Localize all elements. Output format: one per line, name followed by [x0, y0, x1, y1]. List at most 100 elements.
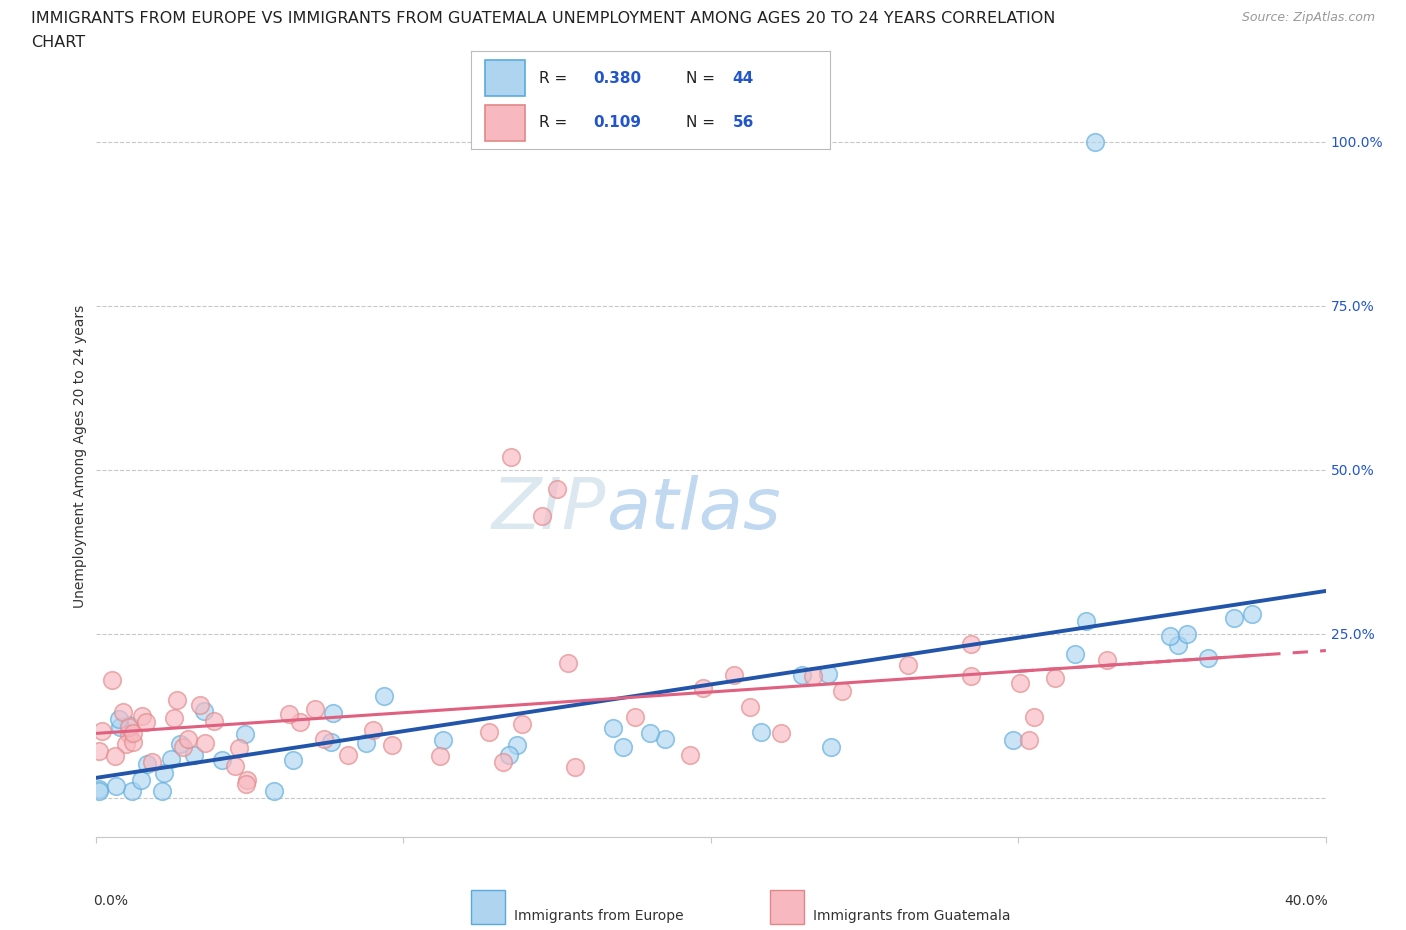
FancyBboxPatch shape [485, 60, 524, 96]
Point [118, 720, 141, 735]
Point [121, 784, 143, 799]
Text: CHART: CHART [31, 35, 84, 50]
Point [112, 705, 135, 720]
Point [263, 784, 285, 799]
Text: 0.109: 0.109 [593, 115, 641, 130]
Text: 0.380: 0.380 [593, 71, 641, 86]
Point [235, 777, 257, 791]
Point [602, 720, 624, 735]
Point [1074, 614, 1097, 629]
Point [104, 749, 127, 764]
Point [530, 508, 553, 523]
Point [1097, 653, 1119, 668]
Point [820, 739, 842, 754]
Point [624, 710, 647, 724]
Point [129, 772, 152, 787]
Text: R =: R = [538, 115, 572, 130]
Point [183, 748, 205, 763]
Point [122, 725, 145, 740]
Point [723, 668, 745, 683]
Point [960, 636, 983, 651]
Point [478, 724, 501, 739]
Point [1175, 627, 1198, 642]
Point [1064, 646, 1087, 661]
Point [91, 724, 114, 738]
Point [546, 482, 568, 497]
Point [1002, 733, 1025, 748]
Point [373, 688, 395, 703]
Point [322, 706, 344, 721]
Point [738, 699, 761, 714]
Point [169, 737, 191, 751]
Point [131, 709, 153, 724]
Point [506, 737, 529, 752]
Point [107, 711, 129, 726]
Bar [770, 890, 804, 924]
Text: 44: 44 [733, 71, 754, 86]
Point [769, 725, 792, 740]
Point [510, 716, 533, 731]
Point [1241, 606, 1264, 621]
Text: 0.0%: 0.0% [93, 894, 128, 908]
Point [163, 711, 186, 725]
Point [679, 748, 702, 763]
Point [104, 778, 127, 793]
Point [202, 714, 225, 729]
Text: 40.0%: 40.0% [1285, 894, 1329, 908]
Text: atlas: atlas [606, 475, 780, 544]
Text: Source: ZipAtlas.com: Source: ZipAtlas.com [1241, 11, 1375, 24]
Point [792, 668, 814, 683]
Point [319, 734, 342, 749]
Point [135, 714, 157, 729]
Point [749, 724, 772, 739]
Point [498, 748, 520, 763]
Point [122, 735, 145, 750]
Point [304, 701, 326, 716]
Text: 56: 56 [733, 115, 754, 130]
Point [278, 706, 301, 721]
Point [1010, 675, 1032, 690]
Point [432, 732, 454, 747]
Text: IMMIGRANTS FROM EUROPE VS IMMIGRANTS FROM GUATEMALA UNEMPLOYMENT AMONG AGES 20 T: IMMIGRANTS FROM EUROPE VS IMMIGRANTS FRO… [31, 11, 1056, 26]
Point [492, 754, 515, 769]
Point [172, 739, 194, 754]
Point [160, 751, 183, 766]
Point [1159, 629, 1181, 644]
Point [692, 681, 714, 696]
Point [801, 668, 824, 683]
Point [87, 744, 110, 759]
Point [233, 726, 256, 741]
Point [654, 731, 676, 746]
Point [1167, 637, 1189, 652]
Point [288, 714, 311, 729]
Point [312, 732, 335, 747]
Point [281, 752, 304, 767]
Point [89, 781, 111, 796]
Point [194, 736, 217, 751]
Point [236, 773, 259, 788]
Point [557, 656, 579, 671]
Text: ZIP: ZIP [492, 475, 606, 544]
Point [817, 666, 839, 681]
Point [87, 784, 110, 799]
Point [177, 732, 200, 747]
Text: Immigrants from Guatemala: Immigrants from Guatemala [813, 910, 1011, 923]
Point [1223, 610, 1246, 625]
Point [1018, 733, 1040, 748]
Point [150, 784, 173, 799]
Point [381, 737, 404, 752]
Y-axis label: Unemployment Among Ages 20 to 24 years: Unemployment Among Ages 20 to 24 years [73, 305, 87, 608]
Point [612, 739, 634, 754]
Point [831, 684, 853, 698]
Point [118, 718, 141, 733]
Point [499, 449, 522, 464]
Point [228, 740, 250, 755]
Point [564, 759, 586, 774]
Point [960, 669, 983, 684]
Point [354, 735, 377, 750]
Point [336, 748, 359, 763]
Point [1197, 650, 1219, 665]
Point [361, 723, 384, 737]
Point [135, 756, 157, 771]
Point [166, 693, 188, 708]
